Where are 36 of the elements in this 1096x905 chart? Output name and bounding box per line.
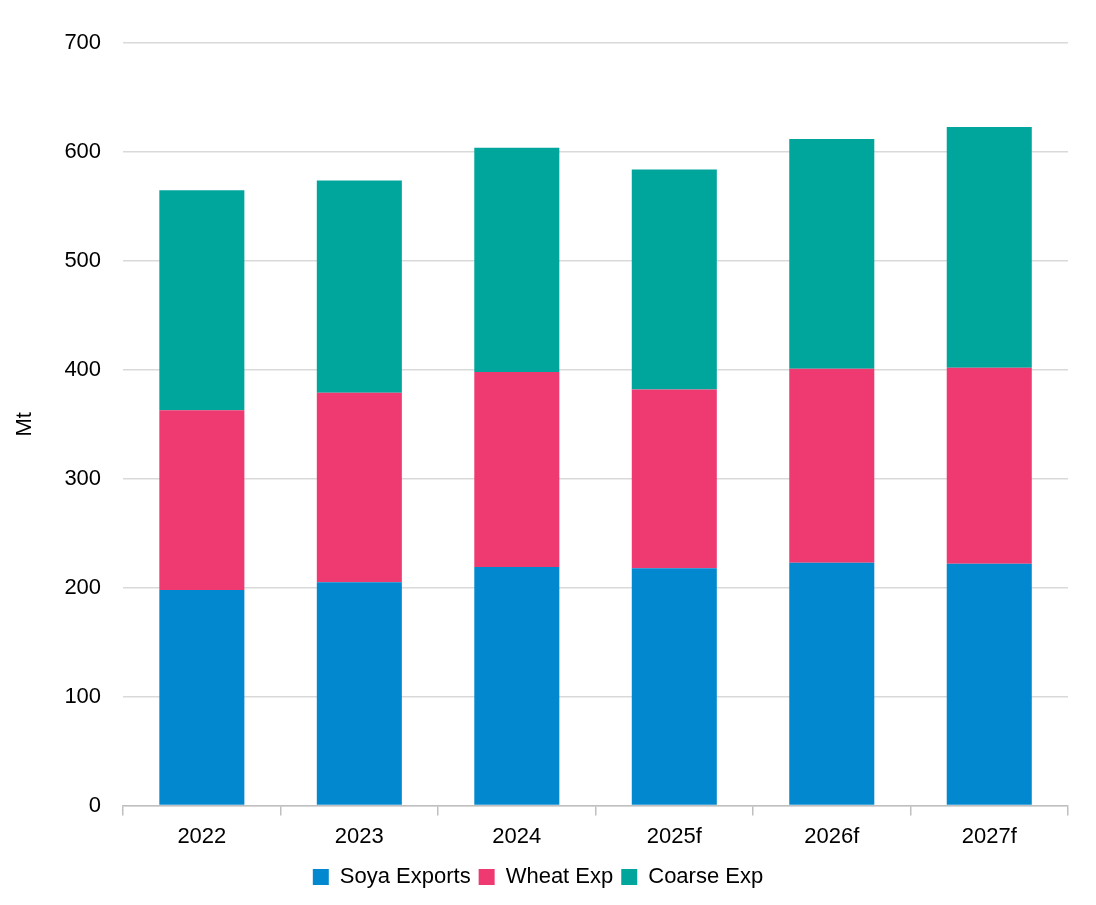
y-tick-label: 700 [64, 29, 102, 55]
bar [474, 567, 560, 805]
x-tick-label: 2023 [334, 822, 384, 848]
bar [159, 589, 245, 805]
bar [789, 368, 875, 563]
y-tick-label: 200 [64, 573, 102, 599]
y-tick-label: 500 [64, 247, 102, 273]
y-tick-label: 100 [64, 682, 102, 708]
bar [631, 568, 717, 805]
legend-label: Coarse Exp [648, 863, 764, 889]
y-tick-label: 0 [88, 791, 102, 817]
bar [159, 190, 245, 411]
bar [946, 367, 1032, 564]
bar [789, 562, 875, 805]
legend-label: Soya Exports [339, 863, 471, 889]
bar [789, 139, 875, 369]
x-tick-label: 2027f [961, 822, 1018, 848]
y-axis-title: Mt [11, 412, 37, 437]
bar [474, 147, 560, 373]
legend-label: Wheat Exp [505, 863, 614, 889]
y-tick-label: 600 [64, 138, 102, 164]
y-tick-label: 300 [64, 464, 102, 490]
bar [159, 410, 245, 590]
x-tick-label: 2026f [804, 822, 861, 848]
y-tick-label: 400 [64, 356, 102, 382]
bar [946, 563, 1032, 805]
bar [316, 582, 402, 805]
bar [946, 127, 1032, 368]
x-tick-label: 2024 [492, 822, 542, 848]
x-tick-label: 2022 [177, 822, 227, 848]
bar [316, 392, 402, 583]
x-tick-label: 2025f [646, 822, 703, 848]
bar [474, 372, 560, 568]
bar [631, 169, 717, 390]
bar [316, 180, 402, 393]
bar [631, 389, 717, 569]
